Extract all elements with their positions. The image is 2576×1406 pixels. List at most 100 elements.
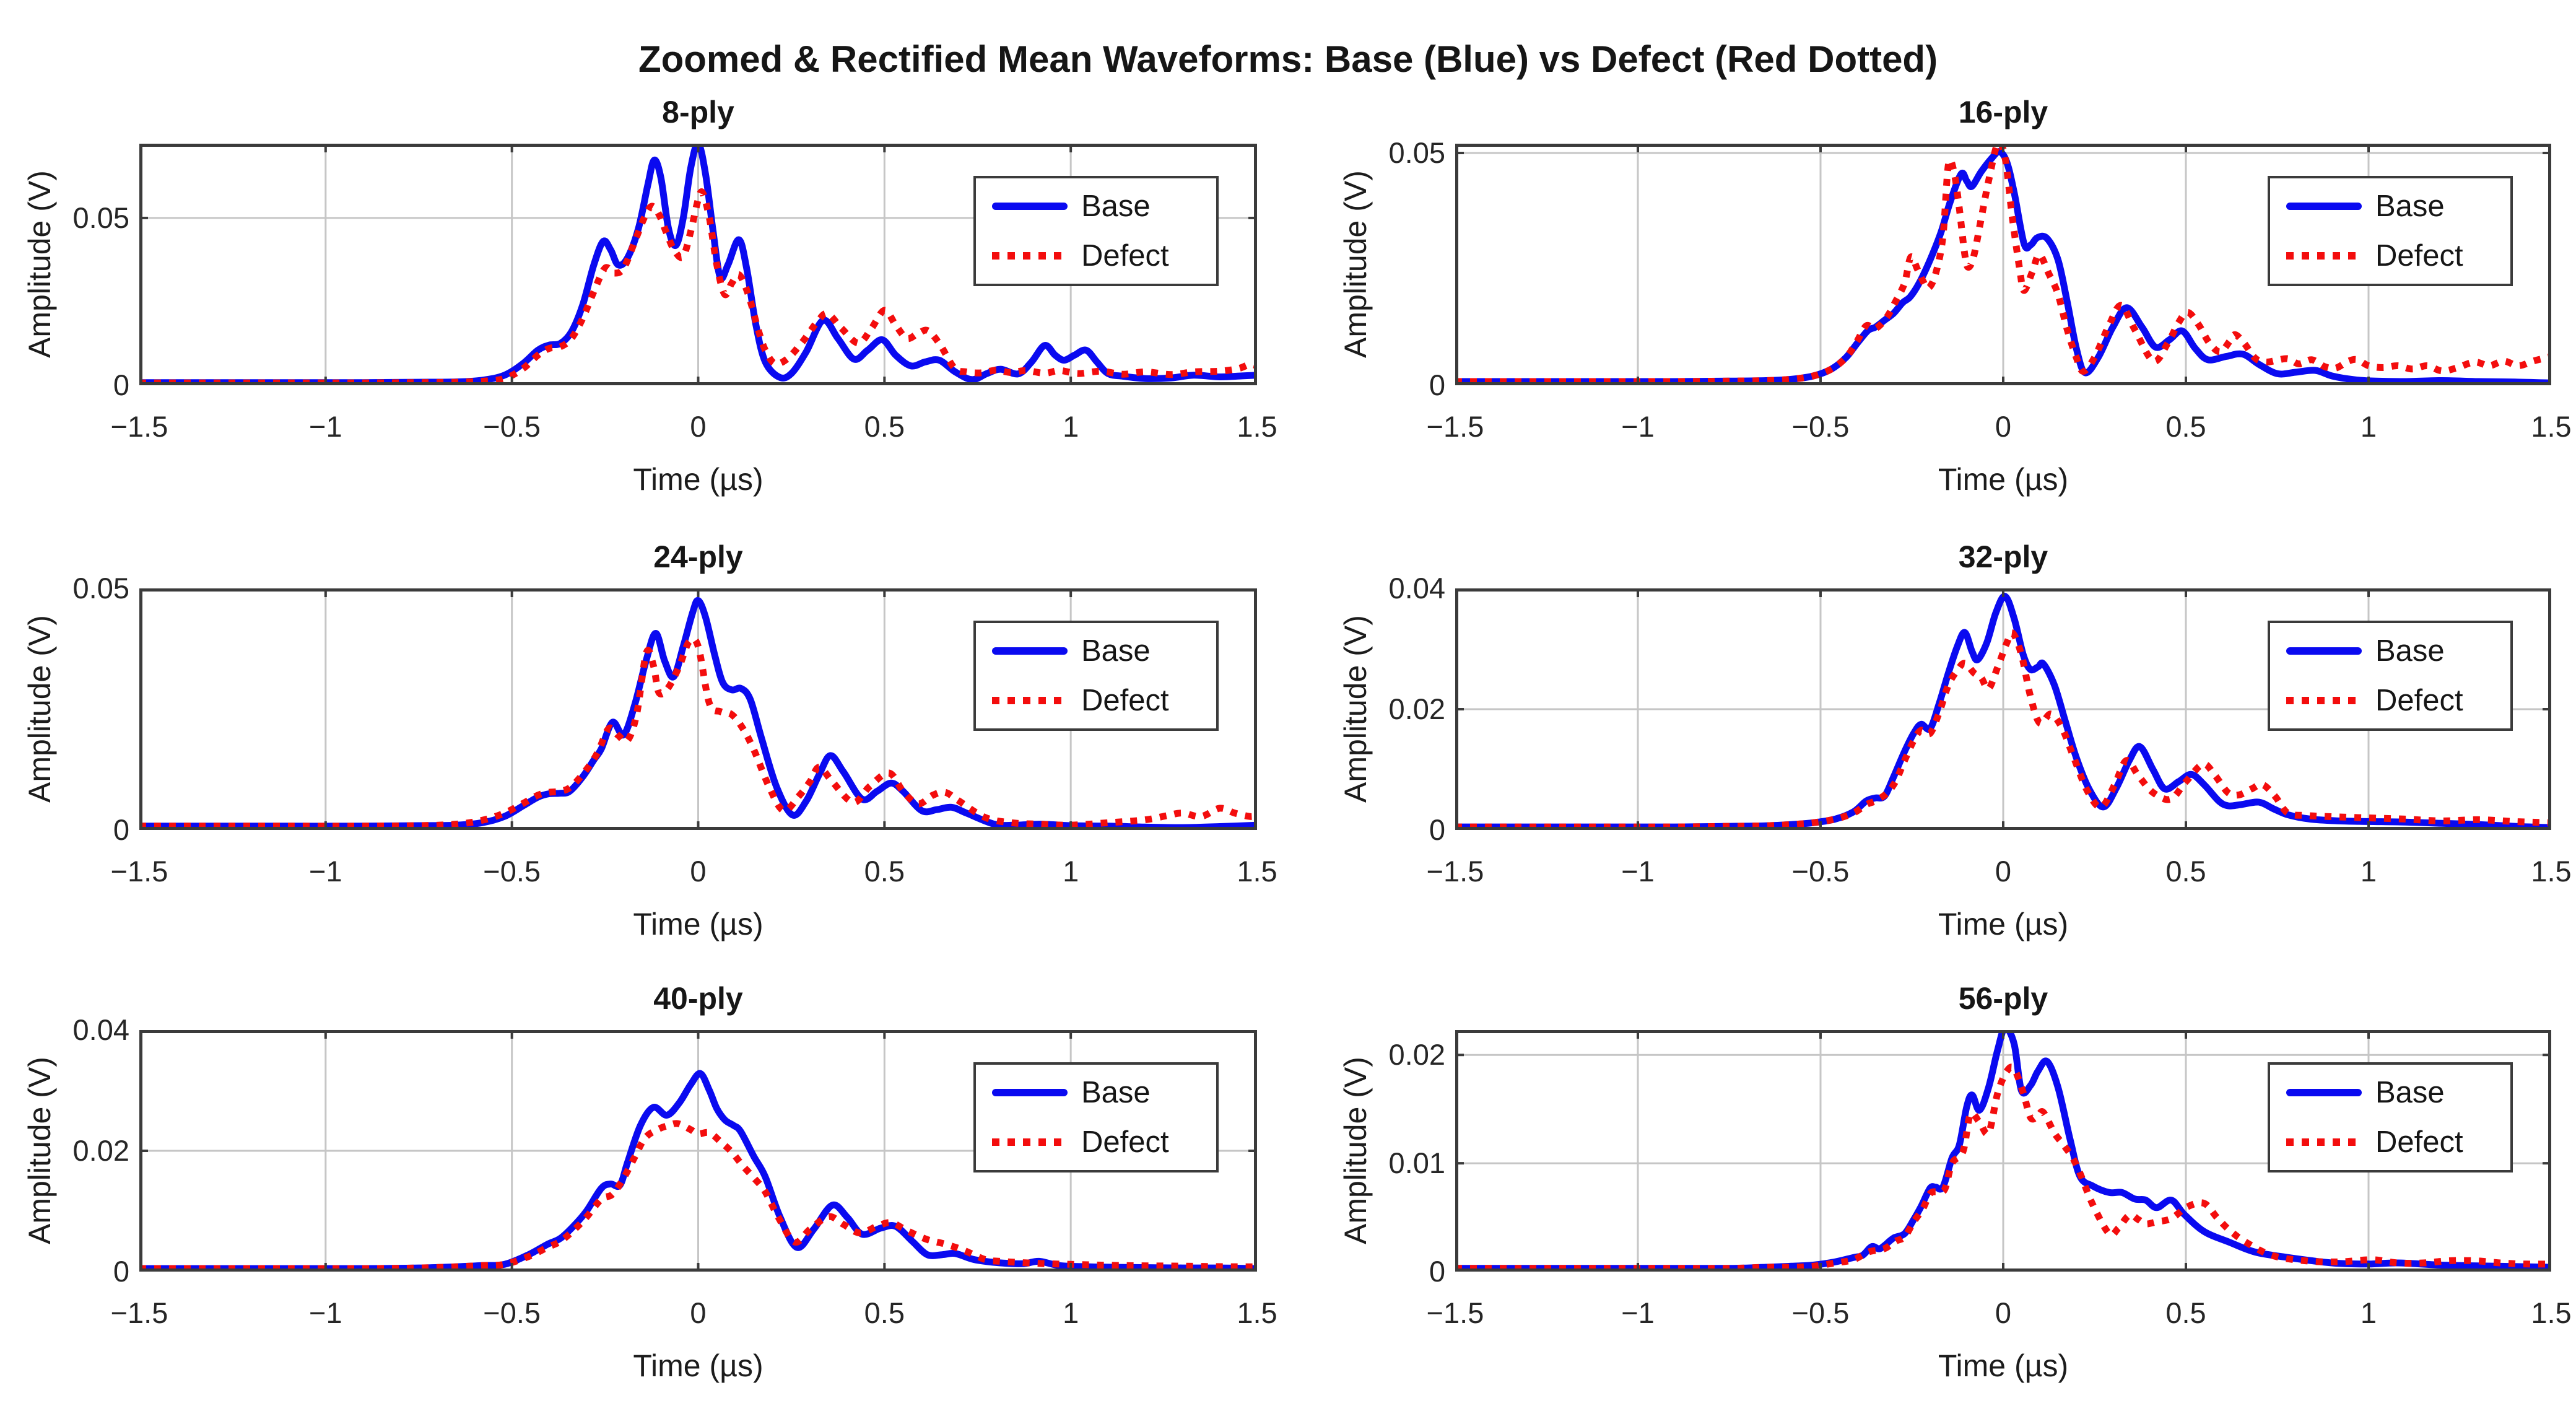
legend-label-defect: Defect [2375,239,2463,273]
x-tick-label: 1.5 [1237,1296,1277,1329]
legend-entry-defect: Defect [976,679,1216,722]
legend-entry-base: Base [2270,629,2510,673]
legend-entry-defect: Defect [2270,1120,2510,1164]
base-line-sample [2286,1089,2362,1096]
x-tick-label: −0.5 [1791,1296,1850,1329]
legend-entry-defect: Defect [2270,234,2510,277]
legend-label-base: Base [2375,1076,2445,1109]
defect-line-sample [992,252,1068,260]
x-axis-label: Time (µs) [1938,462,2069,497]
x-tick-label: −1 [309,410,342,443]
base-line-sample [2286,203,2362,210]
x-tick-label: 0 [1995,855,2012,888]
legend: Base Defect [2268,1062,2513,1172]
y-tick-label: 0 [1429,369,1445,401]
y-tick-label: 0.04 [1388,572,1445,605]
defect-line-sample [2286,252,2362,260]
defect-waveform [1455,144,2551,385]
y-tick-label: 0.04 [72,1013,129,1046]
y-axis-label: Amplitude (V) [1338,170,1373,359]
x-tick-label: −1 [1621,855,1655,888]
subplot-8ply: 8-ply Amplitude (V) Base Defect Time (µs… [22,95,1277,497]
legend-label-defect: Defect [1081,239,1169,273]
y-tick-label: 0.05 [72,572,129,605]
legend: Base Defect [2268,176,2513,286]
x-axis-label: Time (µs) [1938,907,2069,941]
waveform-canvas [139,144,1257,385]
legend-label-defect: Defect [1081,1125,1169,1159]
x-tick-label: −1.5 [110,855,168,888]
base-waveform [1455,1030,2551,1272]
x-tick-label: 1 [1063,855,1079,888]
x-tick-label: 0.5 [864,410,905,443]
x-tick-label: 1.5 [2531,1296,2572,1329]
legend-entry-defect: Defect [2270,679,2510,722]
x-tick-label: −0.5 [483,1296,541,1329]
x-axis-label: Time (µs) [633,907,764,941]
legend-entry-defect: Defect [976,1120,1216,1164]
x-tick-label: 0 [690,1296,707,1329]
waveform-canvas [1455,1030,2551,1272]
x-tick-label: −1 [309,1296,342,1329]
x-tick-label: 1.5 [2531,410,2572,443]
legend: Base Defect [2268,621,2513,731]
legend: Base Defect [973,621,1219,731]
subplot-40ply: 40-ply Amplitude (V) Base Defect Time (µ… [22,981,1277,1383]
defect-waveform [139,1120,1257,1272]
x-tick-label: −1.5 [1426,855,1484,888]
x-tick-label: 0.5 [2165,1296,2206,1329]
legend-label-base: Base [1081,634,1151,668]
subplot-title: 16-ply [1958,95,2048,129]
y-tick-label: 0.02 [72,1134,129,1167]
x-tick-label: 1 [2360,1296,2377,1329]
legend: Base Defect [973,1062,1219,1172]
defect-waveform [1455,629,2551,830]
subplot-32ply: 32-ply Amplitude (V) Base Defect Time (µ… [1338,539,2572,941]
base-line-sample [2286,647,2362,655]
x-tick-label: 0.5 [864,855,905,888]
legend-label-base: Base [2375,634,2445,668]
legend-label-defect: Defect [2375,1125,2463,1159]
y-tick-label: 0.02 [1388,1038,1445,1072]
base-waveform [1455,148,2551,385]
legend-label-defect: Defect [2375,684,2463,717]
defect-line-sample [992,1138,1068,1146]
defect-line-sample [2286,1138,2362,1146]
legend-entry-base: Base [976,629,1216,673]
x-axis-label: Time (µs) [633,1348,764,1383]
defect-waveform [139,635,1257,830]
legend-label-base: Base [1081,1076,1151,1109]
y-tick-label: 0.01 [1388,1146,1445,1180]
subplot-24ply: 24-ply Amplitude (V) Base Defect Time (µ… [22,539,1277,941]
subplot-title: 32-ply [1958,539,2048,574]
legend-entry-base: Base [2270,185,2510,228]
x-tick-label: −0.5 [483,855,541,888]
x-tick-label: −1 [1621,1296,1655,1329]
legend-label-base: Base [2375,190,2445,223]
x-tick-label: 0 [690,855,707,888]
y-tick-label: 0 [113,1255,129,1288]
x-tick-label: −1 [309,855,342,888]
x-tick-label: 0.5 [2165,410,2206,443]
legend-entry-base: Base [976,1071,1216,1114]
y-axis-label: Amplitude (V) [22,170,57,359]
x-axis-label: Time (µs) [1938,1348,2069,1383]
y-tick-label: 0 [1429,813,1445,846]
y-tick-label: 0.02 [1388,692,1445,725]
legend: Base Defect [973,176,1219,286]
waveform-canvas [1455,144,2551,385]
x-tick-label: 1 [2360,855,2377,888]
x-tick-label: 1 [1063,410,1079,443]
base-line-sample [992,1089,1068,1096]
subplot-title: 8-ply [662,95,734,129]
subplot-title: 40-ply [653,981,743,1016]
defect-waveform [1455,1063,2551,1272]
base-line-sample [992,647,1068,655]
x-tick-label: 1 [1063,1296,1079,1329]
y-tick-label: 0.05 [72,201,129,234]
x-tick-label: −1.5 [1426,410,1484,443]
x-tick-label: 0 [1995,410,2012,443]
legend-label-defect: Defect [1081,684,1169,717]
x-tick-label: 1.5 [1237,855,1277,888]
x-tick-label: 1.5 [2531,855,2572,888]
